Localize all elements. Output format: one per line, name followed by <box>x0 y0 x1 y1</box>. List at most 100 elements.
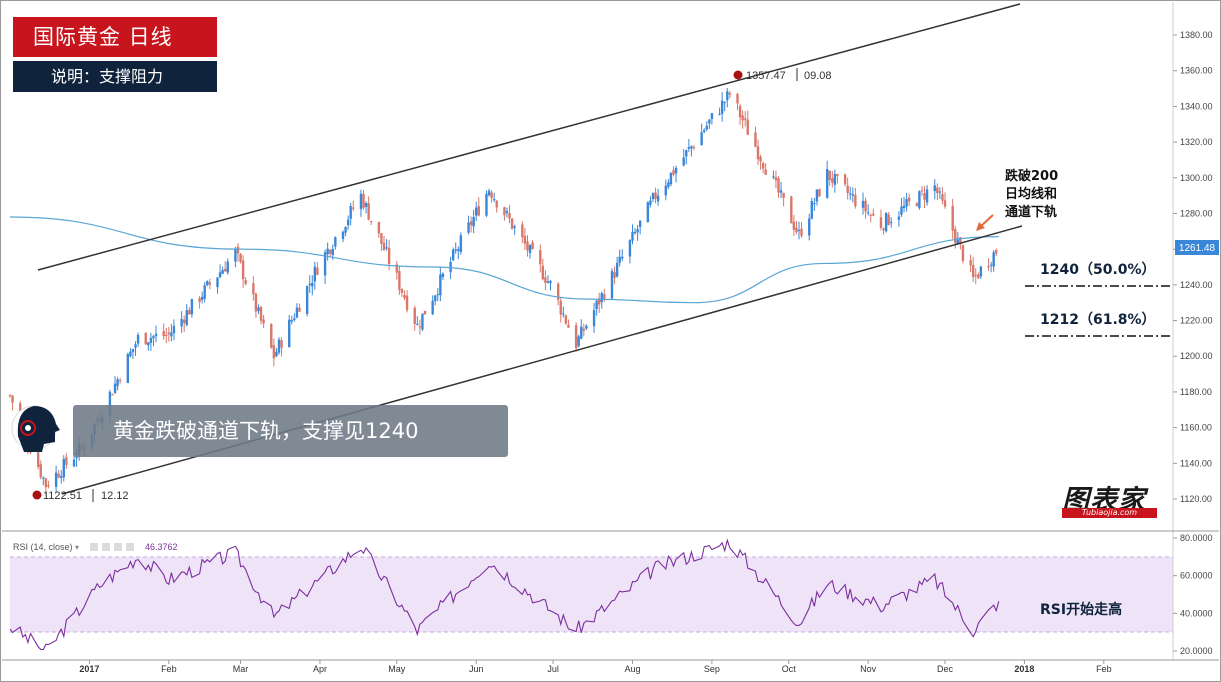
candle-body <box>649 200 652 205</box>
candle-body <box>259 307 263 321</box>
time-tick-label: Nov <box>860 664 877 674</box>
candle-body <box>851 194 854 196</box>
candle-body <box>431 300 434 315</box>
candle-body <box>108 391 112 416</box>
candle-body <box>47 485 50 487</box>
break-note-line3: 通道下轨 <box>1005 204 1057 220</box>
candle-body <box>290 320 293 322</box>
candle-body <box>831 178 834 183</box>
candle-body <box>682 157 685 166</box>
candle-body <box>439 274 442 296</box>
candle-body <box>897 216 901 220</box>
break-arrow-shaft <box>979 214 994 228</box>
candle-body <box>423 310 427 315</box>
candle-body <box>116 379 119 387</box>
candle-body <box>992 252 995 267</box>
price-axis-ticks: 1380.00 1360.00 1340.00 1320.00 1300.00 1280.… <box>1173 30 1213 504</box>
candle-body <box>759 156 762 162</box>
candle-body <box>887 214 890 225</box>
candle-body <box>592 310 596 327</box>
candle-body <box>521 224 524 238</box>
rsi-dropdown-icon[interactable]: ▾ <box>75 543 79 552</box>
candle-body <box>359 193 363 210</box>
candle-body <box>861 200 865 208</box>
candle-body <box>313 266 317 282</box>
candle-body <box>800 228 803 236</box>
candle-body <box>774 177 778 181</box>
candle-body <box>400 289 404 293</box>
last-price-tag <box>1175 240 1219 255</box>
swing-low-date: 12.12 <box>101 490 129 502</box>
candle-body <box>421 313 424 330</box>
candle-body <box>674 167 678 174</box>
candles-layer <box>8 88 998 496</box>
time-tick-label: Apr <box>313 664 327 674</box>
time-tick-label: May <box>388 664 406 674</box>
candle-body <box>597 298 601 305</box>
candle-body <box>685 150 688 157</box>
candle-body <box>252 283 255 295</box>
swing-high-marker[interactable] <box>733 70 743 80</box>
candle-body <box>736 93 739 104</box>
candle-body <box>638 220 642 227</box>
rsi-settings-icon[interactable] <box>90 543 98 551</box>
time-tick-label: Aug <box>624 664 640 674</box>
candle-body <box>472 216 475 227</box>
candle-body <box>621 256 624 259</box>
candle-body <box>979 266 983 277</box>
candle-body <box>244 280 247 284</box>
candle-body <box>577 336 580 347</box>
candle-body <box>825 169 829 198</box>
chart-subtitle: 说明：支撑阻力 <box>13 61 217 92</box>
candle-body <box>398 271 401 290</box>
break-note-line2: 日均线和 <box>1005 186 1057 202</box>
candle-body <box>741 115 744 121</box>
candle-body <box>936 187 939 194</box>
rsi-label: RSI (14, close) <box>13 542 73 552</box>
time-tick-label: Dec <box>937 664 954 674</box>
candle-body <box>995 250 998 254</box>
candle-body <box>341 231 345 240</box>
candle-body <box>270 324 273 348</box>
candle-body <box>615 262 619 277</box>
rsi-visibility-icon[interactable] <box>102 543 110 551</box>
swing-low-marker[interactable] <box>32 490 42 500</box>
candle-body <box>633 231 637 234</box>
candle-body <box>920 190 924 192</box>
last-price-label: 1261.48 <box>1179 243 1216 254</box>
candle-body <box>882 228 885 231</box>
candle-body <box>203 285 206 299</box>
candle-body <box>367 203 370 220</box>
candle-body <box>154 333 158 337</box>
support-1212-label: 1212（61.8%） <box>1040 312 1156 328</box>
candle-body <box>170 332 173 337</box>
candle-body <box>797 229 801 231</box>
price-tick-label: 1200.00 <box>1180 351 1213 361</box>
candle-body <box>126 354 130 384</box>
candle-body <box>567 324 570 328</box>
candle-body <box>761 163 765 169</box>
candle-body <box>129 351 132 357</box>
candle-body <box>295 307 299 318</box>
candle-body <box>574 325 578 349</box>
candle-body <box>915 203 919 206</box>
candle-body <box>387 247 391 264</box>
candle-body <box>39 464 42 478</box>
rsi-tick-label: 20.0000 <box>1180 646 1213 656</box>
rsi-close-icon[interactable] <box>126 543 134 551</box>
rsi-add-icon[interactable] <box>114 543 122 551</box>
candle-body <box>334 237 337 247</box>
swing-high-date: 09.08 <box>804 70 832 82</box>
candle-body <box>777 178 780 193</box>
candle-body <box>221 270 224 274</box>
price-tick-label: 1280.00 <box>1180 208 1213 218</box>
support-1240-label: 1240（50.0%） <box>1040 262 1156 278</box>
analyst-avatar-icon <box>11 405 60 452</box>
candle-body <box>54 472 58 487</box>
candle-body <box>293 318 296 320</box>
candle-body <box>223 268 227 272</box>
candle-body <box>718 113 721 115</box>
time-tick-label: 2018 <box>1014 664 1034 674</box>
candle-body <box>323 252 327 276</box>
